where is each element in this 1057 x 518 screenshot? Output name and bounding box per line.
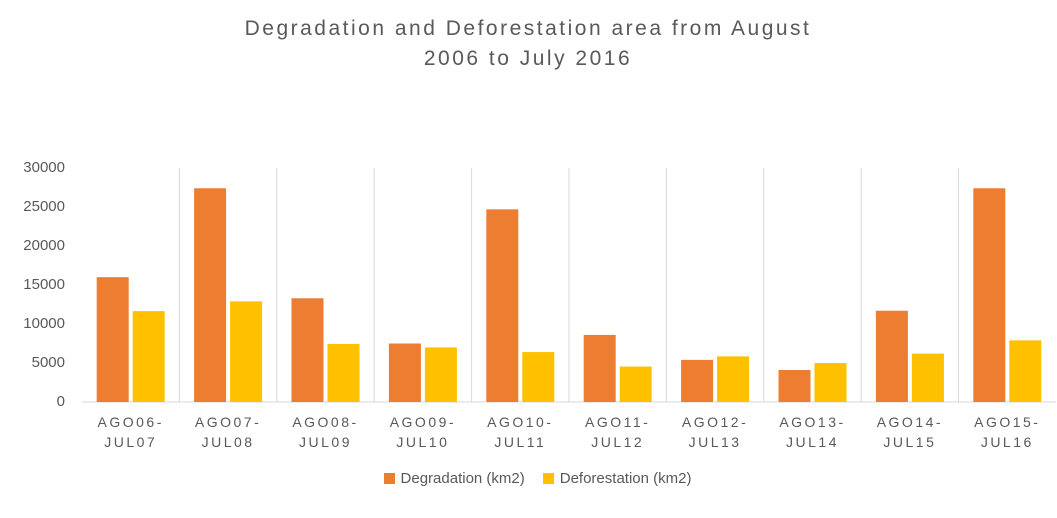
x-tick-label: AGO08-JUL09 [292, 414, 359, 450]
y-tick-label: 15000 [23, 276, 65, 293]
legend-label: Degradation (km2) [400, 470, 525, 487]
bar [230, 301, 263, 402]
bar [778, 370, 811, 402]
bar [583, 334, 616, 402]
x-tick-label: AGO11-JUL12 [585, 414, 651, 450]
y-tick-label: 10000 [23, 315, 65, 332]
bar [1009, 340, 1042, 402]
bar [486, 209, 519, 402]
bar [194, 188, 227, 402]
x-tick-label: AGO07-JUL08 [194, 414, 262, 450]
x-tick-label: AGO13-JUL14 [779, 414, 846, 450]
legend: Degradation (km2) Deforestation (km2) [0, 470, 1057, 487]
bar [388, 343, 421, 402]
x-tick-label: AGO12-JUL13 [681, 414, 749, 450]
chart-title: Degradation and Deforestation area from … [244, 17, 812, 70]
legend-swatch [542, 473, 554, 484]
bar [681, 359, 714, 402]
y-tick-label: 0 [56, 393, 65, 410]
y-tick-label: 5000 [31, 354, 65, 371]
bar [424, 347, 457, 402]
bar [132, 311, 165, 402]
bar [875, 310, 908, 402]
x-tick-label: AGO10-JUL11 [487, 414, 554, 450]
legend-swatch [383, 473, 395, 484]
y-tick-label: 30000 [23, 159, 65, 176]
bar [911, 353, 944, 402]
y-tick-label: 25000 [23, 198, 65, 215]
bar [814, 363, 847, 402]
bar [291, 298, 324, 402]
x-tick-label: AGO15-JUL16 [974, 414, 1041, 450]
bar [973, 188, 1006, 402]
bar [717, 356, 750, 402]
x-tick-label: AGO06-JUL07 [97, 414, 164, 450]
bar [96, 277, 129, 402]
x-tick-label: AGO14-JUL15 [876, 414, 944, 450]
bar [522, 352, 555, 402]
bar [619, 366, 652, 402]
bar [327, 343, 360, 402]
legend-label: Deforestation (km2) [559, 470, 692, 487]
x-tick-label: AGO09-JUL10 [389, 414, 457, 450]
y-tick-label: 20000 [23, 237, 65, 254]
